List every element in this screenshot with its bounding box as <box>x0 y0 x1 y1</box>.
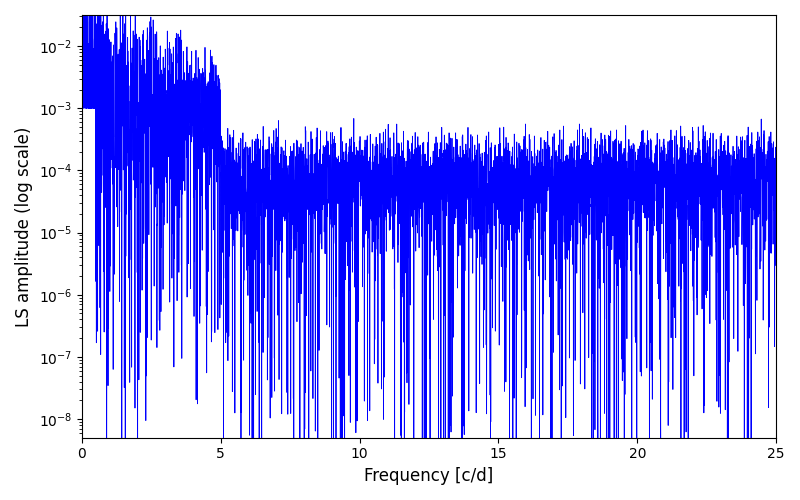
X-axis label: Frequency [c/d]: Frequency [c/d] <box>364 467 494 485</box>
Y-axis label: LS amplitude (log scale): LS amplitude (log scale) <box>15 126 33 326</box>
